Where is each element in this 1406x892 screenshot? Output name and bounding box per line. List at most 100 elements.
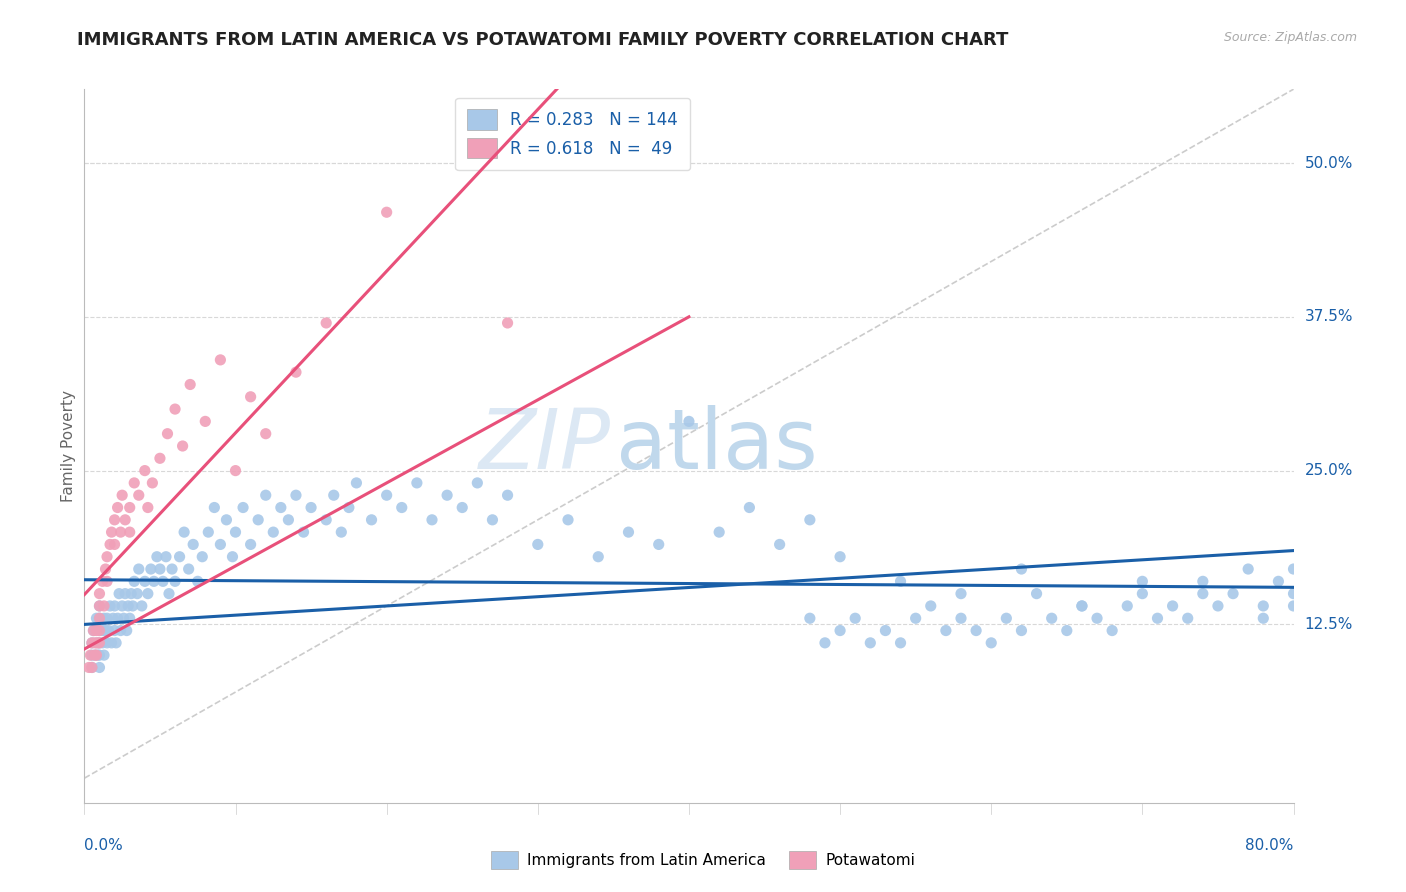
Point — [134, 574, 156, 589]
Point — [588, 549, 610, 564]
Point — [118, 500, 141, 515]
Point — [406, 475, 429, 490]
Point — [86, 636, 108, 650]
Point — [920, 599, 942, 613]
Point — [209, 537, 232, 551]
Point — [146, 549, 169, 564]
Point — [128, 562, 150, 576]
Point — [94, 624, 117, 638]
Point — [187, 574, 209, 589]
Point — [96, 574, 118, 589]
Point — [1130, 587, 1153, 601]
Point — [121, 599, 143, 613]
Point — [128, 488, 150, 502]
Point — [118, 525, 141, 540]
Point — [169, 549, 191, 564]
Point — [89, 624, 111, 638]
Point — [108, 587, 131, 601]
Point — [247, 513, 270, 527]
Point — [1011, 562, 1033, 576]
Point — [107, 611, 129, 625]
Point — [315, 513, 337, 527]
Point — [111, 488, 134, 502]
Point — [965, 624, 987, 638]
Point — [160, 562, 183, 576]
Point — [346, 475, 368, 490]
Point — [141, 475, 163, 490]
Point — [1282, 562, 1305, 576]
Point — [496, 488, 519, 502]
Point — [165, 574, 187, 589]
Point — [890, 636, 912, 650]
Point — [527, 537, 550, 551]
Point — [814, 636, 837, 650]
Text: 50.0%: 50.0% — [1305, 155, 1353, 170]
Point — [101, 611, 124, 625]
Point — [181, 537, 204, 551]
Point — [115, 624, 138, 638]
Point — [80, 636, 103, 650]
Point — [111, 599, 134, 613]
Point — [330, 525, 353, 540]
Point — [467, 475, 489, 490]
Point — [232, 500, 254, 515]
Point — [122, 574, 145, 589]
Point — [215, 513, 238, 527]
Point — [114, 513, 136, 527]
Point — [738, 500, 761, 515]
Point — [1192, 574, 1215, 589]
Point — [875, 624, 897, 638]
Point — [179, 377, 201, 392]
Point — [202, 500, 225, 515]
Point — [80, 660, 103, 674]
Point — [194, 414, 217, 428]
Point — [1040, 611, 1063, 625]
Point — [648, 537, 671, 551]
Point — [91, 574, 114, 589]
Point — [149, 451, 172, 466]
Point — [79, 648, 101, 662]
Point — [80, 648, 103, 662]
Point — [112, 611, 135, 625]
Text: 12.5%: 12.5% — [1305, 617, 1353, 632]
Point — [1177, 611, 1199, 625]
Point — [114, 587, 136, 601]
Point — [86, 624, 108, 638]
Point — [1282, 587, 1305, 601]
Point — [84, 648, 107, 662]
Point — [1071, 599, 1094, 613]
Point — [436, 488, 458, 502]
Point — [87, 636, 110, 650]
Point — [104, 599, 127, 613]
Point — [1056, 624, 1078, 638]
Point — [89, 636, 111, 650]
Point — [104, 624, 127, 638]
Point — [118, 611, 141, 625]
Point — [98, 599, 121, 613]
Point — [89, 587, 111, 601]
Point — [950, 587, 973, 601]
Point — [1192, 587, 1215, 601]
Point — [1161, 599, 1184, 613]
Point — [80, 660, 103, 674]
Legend: Immigrants from Latin America, Potawatomi: Immigrants from Latin America, Potawatom… — [485, 845, 921, 875]
Point — [209, 352, 232, 367]
Point — [292, 525, 315, 540]
Point — [107, 500, 129, 515]
Point — [82, 624, 104, 638]
Point — [322, 488, 344, 502]
Point — [136, 587, 159, 601]
Point — [87, 648, 110, 662]
Point — [859, 636, 882, 650]
Point — [1085, 611, 1108, 625]
Point — [89, 648, 111, 662]
Point — [221, 549, 243, 564]
Point — [1253, 599, 1275, 613]
Point — [117, 599, 139, 613]
Point — [678, 414, 700, 428]
Point — [89, 624, 111, 638]
Text: atlas: atlas — [616, 406, 818, 486]
Text: 25.0%: 25.0% — [1305, 463, 1353, 478]
Point — [127, 587, 149, 601]
Point — [1071, 599, 1094, 613]
